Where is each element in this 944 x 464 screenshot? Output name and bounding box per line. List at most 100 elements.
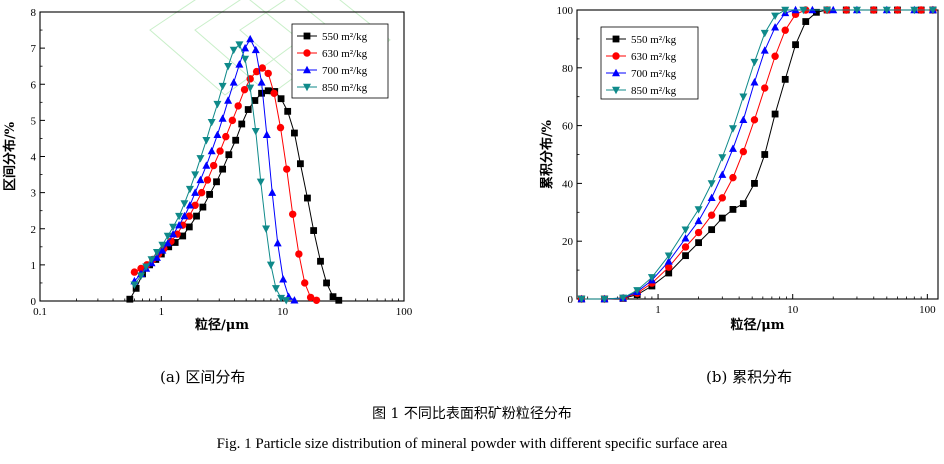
chart-b-series-1-point: [729, 173, 737, 182]
chart-a-y-tick-label: 6: [31, 79, 37, 91]
chart-a-legend-label: 850 m²/kg: [322, 82, 368, 94]
subcaption-a: (a) 区间分布: [160, 368, 246, 386]
chart-b-series-3-point: [781, 6, 790, 15]
chart-b-legend-label: 630 m²/kg: [631, 51, 677, 63]
chart-a-series-1-point: [295, 250, 303, 258]
chart-a-series-3-point: [213, 100, 222, 109]
chart-a-series-2-point: [290, 296, 299, 304]
chart-b-series-0-point: [802, 18, 810, 25]
subcaption-b: (b) 累积分布: [706, 368, 793, 386]
chart-b-series-3-point: [823, 6, 832, 15]
chart-a-series-3: [130, 41, 291, 305]
chart-a-series-3-point: [152, 249, 161, 257]
chart-a-series-2-point: [257, 78, 266, 86]
chart-a-series-0-point: [296, 160, 304, 168]
chart-a-series-1-point: [191, 201, 199, 209]
chart-a-series-0-point: [171, 239, 179, 246]
chart-a-series-3-point: [271, 285, 280, 293]
chart-a-series-2-point: [241, 43, 250, 52]
chart-a-series-0-point: [193, 212, 200, 220]
chart-b-legend: 550 m²/kg 630 m²/kg 700 m²/kg 850 m²/kg: [600, 26, 699, 100]
chart-a-series-3-point: [241, 55, 250, 64]
chart-a-series-3-point: [266, 261, 275, 270]
chart-a-series-0-point: [244, 106, 252, 113]
chart-a-series-3-point: [251, 128, 260, 136]
chart-b-series-3-point: [664, 252, 673, 260]
chart-b-series-1-point: [761, 84, 769, 92]
chart-b-series-1-point: [739, 147, 748, 156]
chart-b-series-2-point: [760, 46, 769, 54]
chart-b-series-0-point: [665, 269, 673, 277]
chart-a-series-3-point: [130, 281, 139, 289]
chart-a-series-0-point: [165, 243, 173, 251]
chart-a-series-1-point: [258, 64, 267, 72]
chart-a-series-2-point: [246, 34, 255, 43]
chart-b-legend-label: 550 m²/kg: [631, 34, 677, 46]
chart-b-series-3-line: [581, 9, 933, 300]
chart-a-y-tick-label: 2: [31, 224, 37, 236]
chart-a-series-1-point: [246, 75, 254, 83]
chart-a-series-3-point: [137, 272, 146, 280]
chart-a-series-0-point: [132, 284, 140, 292]
chart-b-series-2-point: [750, 78, 759, 86]
chart-b-series-3-point: [882, 6, 891, 15]
chart-b-cumulative-distribution: 1 10 100 0 20 40 60 80 100 粒径/μm 累积分布/% 550 m²/kg 63…: [539, 5, 939, 333]
chart-a-series-0-point: [264, 87, 272, 95]
chart-a-series-1-point: [209, 161, 218, 170]
chart-b-series-1-point: [771, 52, 779, 60]
chart-a-series-0-point: [291, 129, 298, 137]
chart-b-series-2-point: [739, 115, 748, 124]
chart-a-series-3-point: [191, 171, 200, 179]
chart-b-series-0-point: [792, 41, 799, 49]
chart-a-y-tick-label: 0: [31, 296, 37, 308]
chart-a-series-3-point: [218, 82, 227, 91]
chart-a-series-0-point: [317, 257, 324, 265]
chart-a-series-1-point: [222, 132, 230, 141]
chart-b-x-tick-label: 1: [655, 304, 661, 316]
chart-b-legend-label: 850 m²/kg: [631, 85, 677, 97]
chart-a-series-0-point: [258, 89, 265, 97]
chart-a-series-2-point: [235, 60, 244, 68]
chart-a-legend-marker: [303, 32, 311, 40]
chart-a-series-0-point: [310, 227, 318, 234]
chart-a-series-2-point: [185, 201, 194, 209]
chart-b-series-2-point: [664, 257, 673, 265]
chart-b-series-0-point: [771, 110, 779, 118]
chart-b-legend-marker: [612, 68, 620, 77]
chart-a-series-2-point: [218, 114, 227, 122]
chart-b-series-2-point: [728, 144, 737, 152]
chart-a-series-3-point: [256, 178, 265, 186]
chart-a-series-1-point: [283, 165, 291, 173]
chart-a-series-2-point: [169, 229, 178, 238]
chart-a-series-2-point: [207, 146, 216, 155]
chart-a-series-2-point: [262, 130, 271, 139]
chart-b-y-tick-label: 60: [562, 121, 574, 133]
chart-b-legend-marker: [612, 52, 620, 60]
chart-b-series-3-point: [718, 154, 727, 162]
chart-a-y-tick-label: 1: [31, 260, 37, 272]
chart-a-x-tick-label: 0.1: [33, 306, 47, 318]
chart-b-x-tick-label: 10: [787, 304, 799, 316]
chart-a-series-2-point: [180, 211, 189, 220]
chart-a-series-3-point: [229, 46, 238, 55]
chart-b-series-3: [577, 6, 937, 304]
chart-b-series-3-point: [694, 206, 703, 214]
chart-a-series-1: [130, 64, 321, 304]
chart-a-series-2-point: [196, 175, 205, 184]
chart-a-series-1-point: [228, 116, 237, 125]
chart-a-series-1-point: [264, 69, 272, 78]
chart-b-series-0-point: [761, 151, 769, 158]
chart-a-interval-distribution: 0.1 1 10 100 0 1 2 3 4 5 6 7 8 粒径/μm 区间分布/% 550 m²/kg 63…: [2, 7, 413, 333]
chart-b-y-tick-label: 80: [562, 63, 574, 75]
chart-a-series-0-point: [199, 203, 207, 211]
chart-a-series-3-point: [235, 41, 244, 49]
chart-a-series-1-point: [216, 147, 224, 155]
chart-b-series-0-point: [718, 214, 726, 222]
chart-b-series-3-point: [852, 6, 861, 15]
chart-b-series-1-point: [781, 26, 789, 34]
chart-b-series-2-point: [718, 170, 727, 178]
chart-a-x-tick-label: 10: [277, 306, 289, 318]
chart-a-series-2-point: [213, 130, 222, 139]
chart-a-series-0-point: [179, 232, 187, 240]
chart-a-series-3-point: [169, 223, 178, 232]
